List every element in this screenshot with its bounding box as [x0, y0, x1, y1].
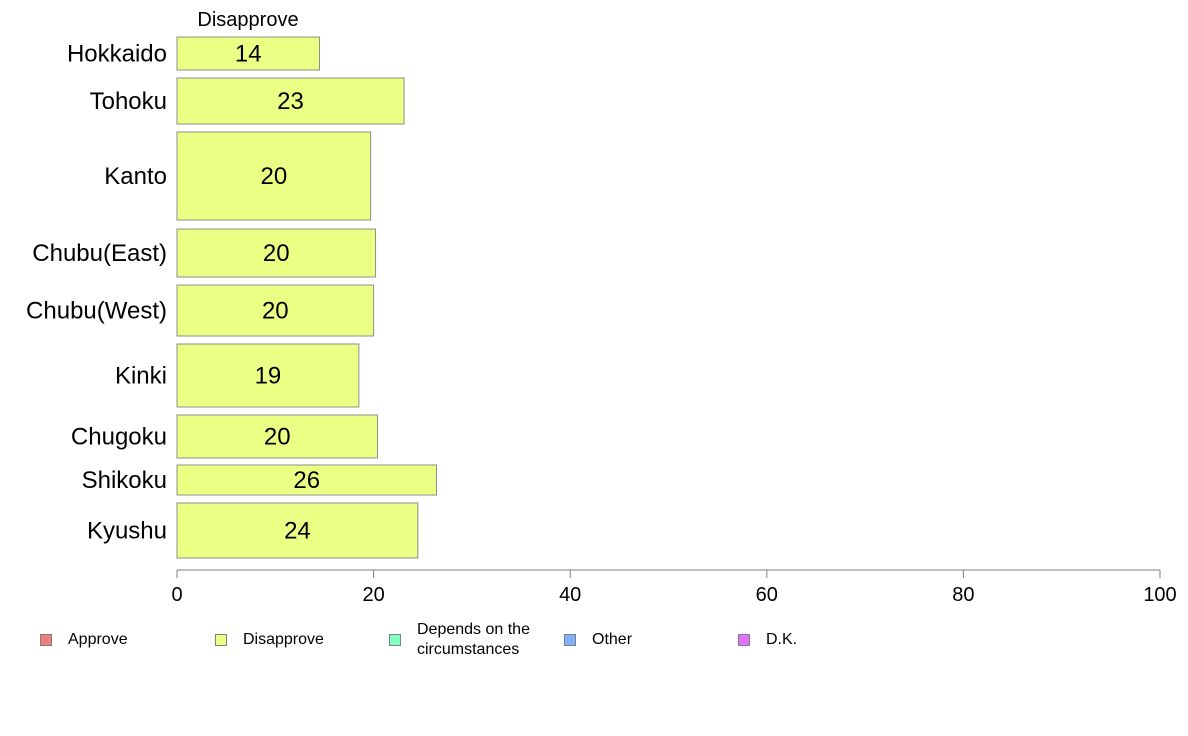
bars-group: Hokkaido 14 Tohoku 23 Kanto 20 Chubu(East) 20 Ch… — [26, 36, 438, 559]
bar-chubu-west — [176, 284, 375, 337]
legend-item-depends: Depends on the circumstances — [389, 620, 559, 660]
data-label-kinki: 19 — [255, 363, 282, 390]
x-tick-label-20: 20 — [362, 584, 384, 606]
x-axis: 0 20 40 60 80 100 — [171, 569, 1177, 606]
data-label-hokkaido: 14 — [235, 41, 262, 68]
data-label-shikoku: 26 — [293, 467, 320, 494]
bar-kyushu — [176, 502, 419, 559]
legend-label-depends: Depends on the circumstances — [417, 621, 530, 658]
bar-kinki — [176, 343, 360, 408]
category-label-kanto: Kanto — [104, 163, 167, 190]
bar-kanto — [176, 131, 372, 221]
category-label-hokkaido: Hokkaido — [67, 41, 167, 68]
data-label-tohoku: 23 — [277, 88, 304, 115]
x-tick-label-100: 100 — [1143, 584, 1176, 606]
bar-tohoku — [176, 77, 405, 125]
bar-shikoku — [176, 464, 438, 496]
legend-label-other: Other — [592, 631, 633, 648]
legend-swatch-dk — [738, 634, 750, 646]
legend-item-approve: Approve — [40, 630, 128, 650]
legend-swatch-approve — [40, 634, 52, 646]
x-tick-label-40: 40 — [559, 584, 581, 606]
bar-chugoku — [176, 414, 379, 459]
data-label-chugoku: 20 — [264, 424, 291, 451]
data-label-chubu-west: 20 — [262, 298, 289, 325]
legend-label-dk: D.K. — [766, 631, 798, 648]
bar-chart: Disapprove Hokkaido 14 Tohoku 23 Kanto 20 Chub… — [26, 9, 1177, 606]
legend-item-other: Other — [564, 630, 632, 650]
x-tick-label-80: 80 — [952, 584, 974, 606]
data-label-kanto: 20 — [260, 163, 287, 190]
legend-swatch-other — [564, 634, 576, 646]
panel-title: Disapprove — [197, 9, 298, 31]
legend-label-disapprove: Disapprove — [243, 631, 324, 648]
x-tick-label-60: 60 — [756, 584, 778, 606]
legend: Approve Disapprove Depends on the circum… — [0, 620, 1188, 670]
category-label-chugoku: Chugoku — [71, 424, 167, 451]
data-label-kyushu: 24 — [284, 518, 311, 545]
category-label-kinki: Kinki — [115, 363, 167, 390]
category-label-chubu-east: Chubu(East) — [32, 240, 167, 267]
x-tick-label-0: 0 — [171, 584, 182, 606]
legend-swatch-depends — [389, 634, 401, 646]
category-label-shikoku: Shikoku — [82, 467, 167, 494]
category-label-kyushu: Kyushu — [87, 518, 167, 545]
bar-hokkaido — [176, 36, 321, 71]
bar-chubu-east — [176, 228, 377, 278]
legend-swatch-disapprove — [215, 634, 227, 646]
legend-label-approve: Approve — [68, 631, 128, 648]
legend-item-dk: D.K. — [738, 630, 797, 650]
category-label-chubu-west: Chubu(West) — [26, 298, 167, 325]
category-label-tohoku: Tohoku — [90, 88, 167, 115]
legend-item-disapprove: Disapprove — [215, 630, 324, 650]
data-label-chubu-east: 20 — [263, 240, 290, 267]
